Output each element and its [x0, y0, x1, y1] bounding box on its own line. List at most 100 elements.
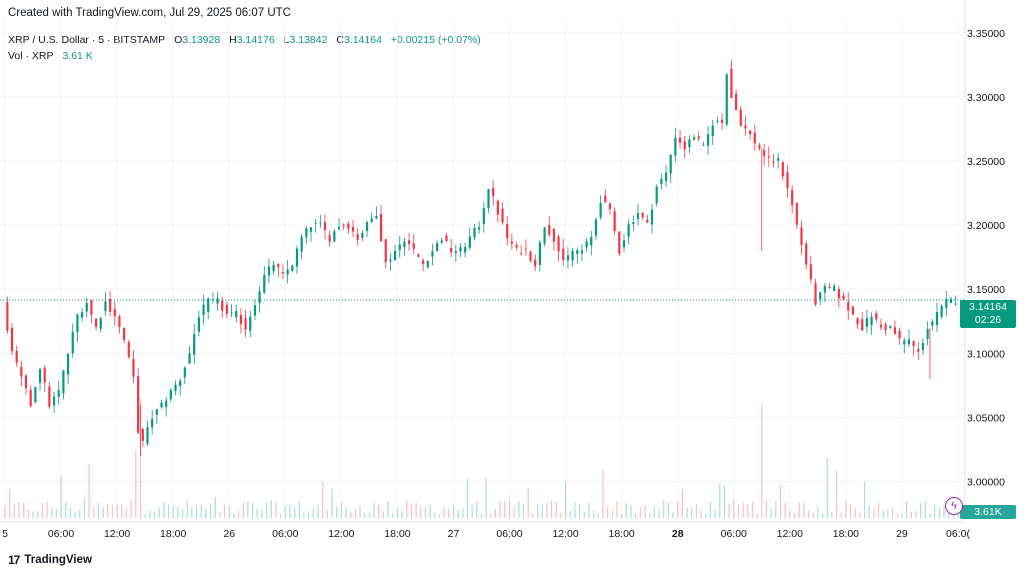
volume-bar [546, 502, 548, 518]
candle-body [758, 145, 761, 149]
candle-body [328, 235, 331, 242]
volume-bar [83, 498, 86, 518]
candle-body [183, 367, 186, 378]
lightning-icon[interactable]: ϟ [945, 497, 963, 515]
candle-body [814, 283, 817, 305]
candle-body [300, 236, 303, 252]
volume-label[interactable]: Vol · XRP [8, 50, 54, 62]
volume-bar [448, 509, 450, 518]
volume-bar [443, 507, 445, 518]
candle-body [510, 241, 513, 244]
candle-body [398, 244, 401, 251]
volume-bar [765, 500, 768, 518]
volume-bar [747, 504, 749, 518]
open-label: O [174, 34, 183, 46]
volume-bar [868, 504, 870, 518]
volume-bar [705, 513, 707, 518]
candle-body [295, 248, 299, 267]
volume-bar [737, 504, 740, 518]
volume-bar [550, 500, 553, 518]
volume-bar [401, 510, 403, 518]
volume-bar [396, 508, 399, 518]
candle-body [833, 285, 836, 291]
candle-body [412, 243, 415, 249]
candle-body [286, 269, 289, 275]
volume-bar [938, 507, 940, 518]
candle-body [109, 299, 112, 312]
volume-bar [943, 505, 945, 518]
candle-body [29, 390, 32, 407]
candle-body [678, 137, 682, 143]
candle-body [529, 251, 532, 261]
candle-body [356, 234, 359, 240]
volume-bar [382, 511, 384, 518]
volume-bar [588, 502, 590, 518]
candle-body [907, 339, 911, 345]
volume-bar [462, 508, 464, 518]
volume-bar [784, 503, 786, 518]
volume-bar [209, 504, 212, 518]
x-tick-label: 06:00 [721, 528, 747, 540]
volume-bar [163, 502, 165, 518]
tradingview-logo-mark: 17 [8, 553, 20, 567]
volume-bar [859, 512, 861, 518]
tradingview-logo[interactable]: 17 TradingView [8, 553, 92, 567]
candle-body [552, 228, 556, 242]
candle-body [917, 348, 920, 352]
candle-body [903, 340, 906, 345]
candle-body [889, 326, 892, 328]
candle-body [566, 255, 570, 261]
candle-body [945, 298, 948, 309]
volume-bar [256, 508, 258, 518]
last-price-badge: 3.14164 02:26 [960, 300, 1016, 328]
candle-body [795, 203, 798, 225]
volume-bar [23, 502, 25, 518]
volume-bar [387, 501, 389, 518]
candle-body [20, 366, 23, 377]
volume-bar [849, 504, 852, 518]
x-tick-label: 5 [2, 528, 8, 540]
candle-body [90, 299, 93, 315]
candle-body [851, 306, 854, 315]
candle-body [94, 318, 98, 327]
candle-body [48, 386, 51, 407]
candle-body [239, 314, 243, 325]
candle-body [618, 231, 621, 254]
x-tick-label: 06:00 [272, 528, 298, 540]
candle-body [249, 316, 252, 332]
candle-body [492, 188, 495, 197]
volume-bar [639, 508, 641, 518]
volume-bar [826, 458, 828, 518]
candle-body [608, 203, 612, 209]
volume-bar [714, 509, 716, 518]
volume-bar [420, 506, 422, 518]
volume-bar [607, 507, 609, 518]
x-tick-label: 18:00 [160, 528, 186, 540]
volume-bar [471, 505, 473, 518]
candle-body [361, 232, 364, 239]
volume-bar [583, 511, 585, 518]
candle-body [534, 259, 537, 267]
volume-bar [896, 513, 898, 518]
y-tick-label: 3.05000 [967, 412, 1005, 424]
volume-bar [228, 506, 230, 518]
symbol-label[interactable]: XRP / U.S. Dollar · 5 · BITSTAMP [8, 34, 166, 46]
candle-body [660, 178, 663, 184]
tradingview-logo-text: TradingView [24, 554, 92, 566]
volume-bar [709, 502, 712, 518]
candle-body [650, 209, 654, 225]
candle-body [884, 324, 887, 331]
candle-body [99, 318, 102, 329]
candle-body [590, 237, 593, 246]
candle-body [641, 212, 644, 218]
candle-body [76, 314, 79, 333]
volume-bar [284, 506, 286, 518]
volume-bar [686, 507, 688, 518]
candle-body [725, 74, 728, 125]
legend: XRP / U.S. Dollar · 5 · BITSTAMP O3.1392… [8, 32, 481, 64]
candle-body [949, 298, 953, 303]
volume-bar [378, 504, 380, 518]
candle-body [323, 222, 327, 231]
volume-bar [891, 508, 894, 518]
